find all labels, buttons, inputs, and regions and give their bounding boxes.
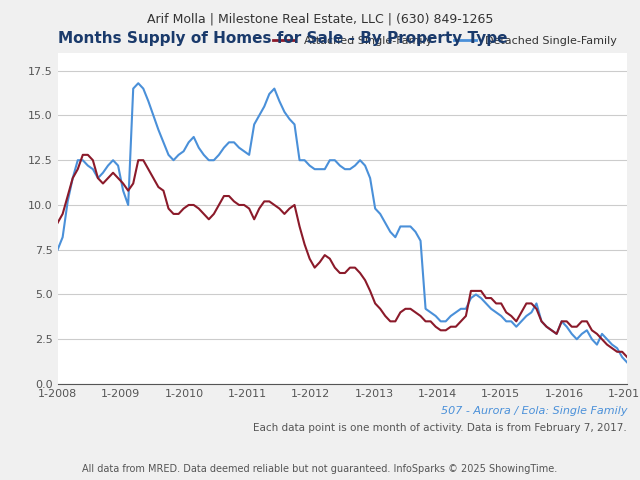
Text: Each data point is one month of activity. Data is from February 7, 2017.: Each data point is one month of activity…	[253, 423, 627, 433]
Legend: Attached Single-Family, Detached Single-Family: Attached Single-Family, Detached Single-…	[268, 32, 621, 51]
Text: 507 - Aurora / Eola: Single Family: 507 - Aurora / Eola: Single Family	[441, 406, 627, 416]
Text: Months Supply of Homes for Sale - By Property Type: Months Supply of Homes for Sale - By Pro…	[58, 31, 507, 46]
Text: All data from MRED. Data deemed reliable but not guaranteed. InfoSparks © 2025 S: All data from MRED. Data deemed reliable…	[83, 464, 557, 474]
Text: Arif Molla | Milestone Real Estate, LLC | (630) 849-1265: Arif Molla | Milestone Real Estate, LLC …	[147, 12, 493, 25]
